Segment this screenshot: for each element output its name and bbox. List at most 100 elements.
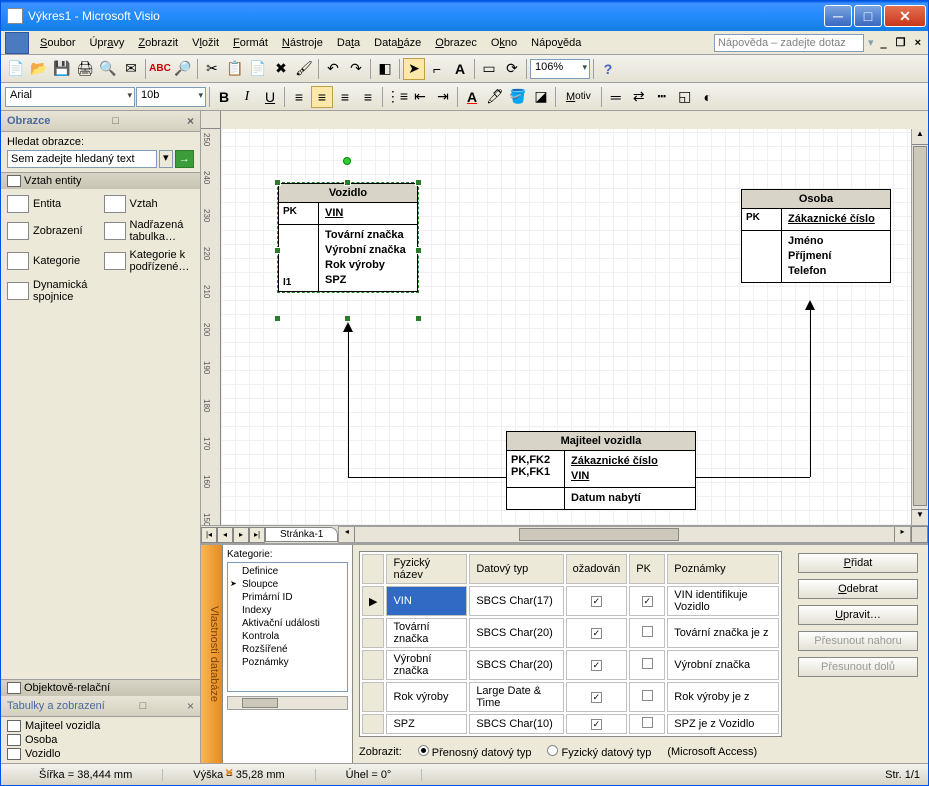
shape-entita[interactable]: Entita (5, 193, 100, 215)
help-icon[interactable]: ? (597, 58, 619, 80)
selection-handle[interactable] (415, 315, 422, 322)
rectangle-icon[interactable]: ▭ (478, 58, 500, 80)
shapes-icon[interactable]: ◧ (374, 58, 396, 80)
col-note-header[interactable]: Poznámky (667, 554, 779, 584)
selection-handle[interactable] (415, 179, 422, 186)
rotate-icon[interactable]: ⟳ (501, 58, 523, 80)
brush-icon[interactable]: 🖌 (293, 58, 315, 80)
shape-nadraz[interactable]: Nadřazená tabulka… (102, 217, 197, 245)
selection-handle[interactable] (274, 179, 281, 186)
text-icon[interactable]: A (449, 58, 471, 80)
shadow-icon[interactable]: ◪ (530, 86, 552, 108)
cat-primarni[interactable]: Primární ID (230, 591, 345, 604)
vertical-scrollbar[interactable]: ▲ ▼ (911, 129, 928, 525)
align-center-icon[interactable]: ≡ (311, 86, 333, 108)
undo-icon[interactable]: ↶ (322, 58, 344, 80)
new-icon[interactable]: 📄 (5, 58, 27, 80)
search-shapes-input[interactable] (7, 150, 157, 168)
line-style-icon[interactable]: ═ (605, 86, 627, 108)
menu-soubor[interactable]: Soubor (33, 34, 82, 52)
drawing-canvas[interactable]: Vozidlo PK VIN I1 Tovární značka Výrobní… (221, 129, 911, 525)
menu-okno[interactable]: Okno (484, 34, 524, 52)
stencil-entity-relation[interactable]: Vztah entity (1, 173, 200, 189)
menu-databaze[interactable]: Databáze (367, 34, 428, 52)
selection-handle[interactable] (415, 247, 422, 254)
selection-handle[interactable] (274, 247, 281, 254)
rotation-handle[interactable] (343, 157, 351, 165)
tables-panel-close[interactable]: × (187, 699, 194, 713)
theme-button[interactable]: Motiv (559, 86, 598, 108)
line-pattern-icon[interactable]: ┅ (651, 86, 673, 108)
cat-definice[interactable]: Definice (230, 565, 345, 578)
menu-zobrazit[interactable]: Zobrazit (131, 34, 185, 52)
col-type-header[interactable]: Datový typ (469, 554, 563, 584)
spell-icon[interactable]: ABC (149, 58, 171, 80)
cut-icon[interactable]: ✂ (201, 58, 223, 80)
pointer-icon[interactable]: ➤ (403, 58, 425, 80)
selection-handle[interactable] (344, 315, 351, 322)
table-item-osoba[interactable]: Osoba (3, 733, 198, 747)
delete-icon[interactable]: ✖ (270, 58, 292, 80)
page-nav-next[interactable]: ▸ (233, 527, 249, 543)
help-dropdown-icon[interactable]: ▾ (868, 36, 874, 49)
redo-icon[interactable]: ↷ (345, 58, 367, 80)
line-ends-icon[interactable]: ⇄ (628, 86, 650, 108)
tables-panel-menu-icon[interactable]: □ (140, 700, 147, 712)
bold-icon[interactable]: B (213, 86, 235, 108)
stencil-object-relational[interactable]: Objektově-relační (1, 680, 200, 696)
col-pk-header[interactable]: PK (629, 554, 665, 584)
radio-portable[interactable]: Přenosný datový typ (418, 745, 532, 759)
font-color-icon[interactable]: A (461, 86, 483, 108)
selection-handle[interactable] (344, 179, 351, 186)
connector-icon[interactable]: ⌐ (426, 58, 448, 80)
shape-dyn-spoj[interactable]: Dynamická spojnice (5, 277, 100, 305)
menu-obrazec[interactable]: Obrazec (428, 34, 484, 52)
connector-line[interactable] (696, 477, 810, 478)
shapes-panel-close[interactable]: × (187, 114, 194, 128)
save-icon[interactable]: 💾 (51, 58, 73, 80)
fill-color-icon[interactable]: 🪣 (507, 86, 529, 108)
paste-icon[interactable]: 📄 (247, 58, 269, 80)
menu-napoveda[interactable]: Nápověda (524, 34, 588, 52)
categories-list[interactable]: Definice Sloupce Primární ID Indexy Akti… (227, 562, 348, 692)
button-dolu[interactable]: Přesunout dolů (798, 657, 918, 677)
page-nav-last[interactable]: ▸| (249, 527, 265, 543)
button-pridat[interactable]: Přidat (798, 553, 918, 573)
align-left-icon[interactable]: ≡ (288, 86, 310, 108)
col-req-header[interactable]: ožadován (566, 554, 628, 584)
entity-majitel[interactable]: Majiteel vozidla PK,FK2 PK,FK1 Zákaznick… (506, 431, 696, 510)
connector-line[interactable] (348, 329, 349, 477)
table-row[interactable]: SPZ SBCS Char(10) ✓ SPZ je z Vozidlo (362, 714, 779, 734)
print-icon[interactable]: 🖨 (74, 58, 96, 80)
research-icon[interactable]: 🔎 (172, 58, 194, 80)
table-item-majitel[interactable]: Majiteel vozidla (3, 719, 198, 733)
mdi-minimize[interactable]: ‗ (877, 37, 889, 49)
copy-icon[interactable]: 📋 (224, 58, 246, 80)
align-right-icon[interactable]: ≡ (334, 86, 356, 108)
menu-vlozit[interactable]: Vložit (185, 34, 226, 52)
radio-physical[interactable]: Fyzický datový typ (547, 745, 651, 759)
button-odebrat[interactable]: Odebrat (798, 579, 918, 599)
maximize-button[interactable]: □ (854, 5, 882, 27)
page-tab-1[interactable]: Stránka-1 (265, 527, 338, 542)
corners-icon[interactable]: ◱ (674, 86, 696, 108)
table-row[interactable]: Rok výroby Large Date & Time ✓ Rok výrob… (362, 682, 779, 712)
justify-icon[interactable]: ≡ (357, 86, 379, 108)
shape-vztah[interactable]: Vztah (102, 193, 197, 215)
entity-vozidlo[interactable]: Vozidlo PK VIN I1 Tovární značka Výrobní… (278, 183, 418, 292)
col-name-header[interactable]: Fyzický název (386, 554, 467, 584)
line-color-icon[interactable]: 🖊 (484, 86, 506, 108)
shape-zobrazeni[interactable]: Zobrazení (5, 217, 100, 245)
mail-icon[interactable]: ✉ (120, 58, 142, 80)
shape-kategorie[interactable]: Kategorie (5, 247, 100, 275)
menu-upravy[interactable]: Úpravy (82, 34, 131, 52)
font-size-combo[interactable]: 10b (136, 87, 206, 107)
page-nav-first[interactable]: |◂ (201, 527, 217, 543)
cat-sloupce[interactable]: Sloupce (230, 578, 345, 591)
search-go-button[interactable]: → (175, 150, 194, 168)
underline-icon[interactable]: U (259, 86, 281, 108)
horizontal-scrollbar[interactable]: ◂ ▸ (338, 526, 911, 543)
help-search-input[interactable] (714, 34, 864, 52)
cat-indexy[interactable]: Indexy (230, 604, 345, 617)
table-row[interactable]: Tovární značka SBCS Char(20) ✓ Tovární z… (362, 618, 779, 648)
